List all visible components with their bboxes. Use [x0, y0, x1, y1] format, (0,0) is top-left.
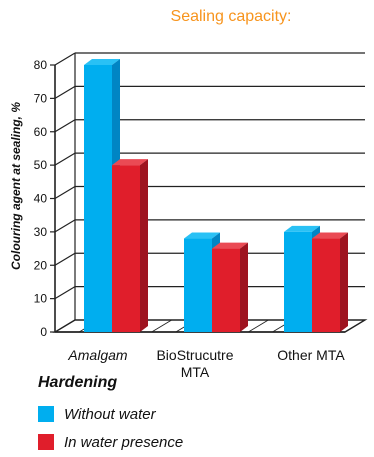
y-tick-label-20: 20: [34, 258, 48, 272]
gridline-side-60: [54, 119, 76, 133]
legend-label-without-water: Without water: [64, 405, 156, 423]
bar-front: [212, 248, 240, 332]
bar-side: [340, 232, 348, 332]
category-label-amalgam: Amalgam: [68, 347, 128, 363]
gridline-side-70: [54, 85, 76, 99]
gridline-side-50: [54, 152, 76, 166]
floor-slant-8: [248, 319, 269, 333]
y-tick-labels: 0 10 20 30 40 50 60 70 80: [34, 58, 48, 339]
bar-1-0: [184, 232, 220, 332]
legend-item-without-water: Without water: [38, 405, 156, 423]
bar-top: [112, 159, 148, 166]
bar-side: [140, 159, 148, 332]
bar-0-1: [112, 159, 148, 332]
y-tick-label-80: 80: [34, 58, 48, 72]
x-axis-label: Hardening: [38, 374, 118, 391]
gridline-side-40: [54, 185, 76, 200]
y-tick-label-10: 10: [34, 292, 48, 306]
gridline-side-30: [54, 219, 76, 233]
floor-slant-4: [151, 319, 172, 333]
bar-front: [112, 165, 140, 332]
legend-label-in-water-presence: In water presence: [64, 433, 184, 451]
bar-top: [284, 225, 320, 232]
chart-title: Sealing capacity:: [170, 8, 292, 25]
bar-top: [184, 232, 220, 239]
bar-top: [312, 232, 348, 239]
y-axis-label: Colouring agent at sealing, %: [9, 101, 23, 271]
gridline-side-80: [54, 52, 76, 66]
bar-front: [312, 238, 340, 332]
category-label-other-mta: Other MTA: [277, 347, 345, 363]
y-tick-label-70: 70: [34, 91, 48, 105]
bar-1-1: [212, 242, 248, 332]
bar-front: [284, 231, 312, 332]
category-label-biostructure-mta: BioStrucutre MTA: [156, 347, 234, 380]
legend-swatch-in-water-presence: [38, 434, 54, 450]
y-tick-label-60: 60: [34, 125, 48, 139]
bar-front: [84, 65, 112, 332]
legend-item-in-water-presence: In water presence: [38, 433, 183, 451]
y-tick-label-30: 30: [34, 225, 48, 239]
bar-2-1: [312, 232, 348, 332]
y-tick-label-50: 50: [34, 158, 48, 172]
gridline-side-20: [54, 252, 76, 266]
gridline-side-10: [54, 286, 76, 300]
legend-swatch-without-water: [38, 406, 54, 422]
bar-front: [184, 238, 212, 332]
bar-side: [240, 242, 248, 332]
bar-top: [212, 242, 248, 249]
y-tick-label-40: 40: [34, 192, 48, 206]
floor-slant-0: [54, 319, 76, 333]
bars: [84, 59, 348, 332]
floor-slant-12: [344, 319, 366, 333]
bar-top: [84, 59, 120, 65]
y-tick-label-0: 0: [40, 325, 47, 339]
